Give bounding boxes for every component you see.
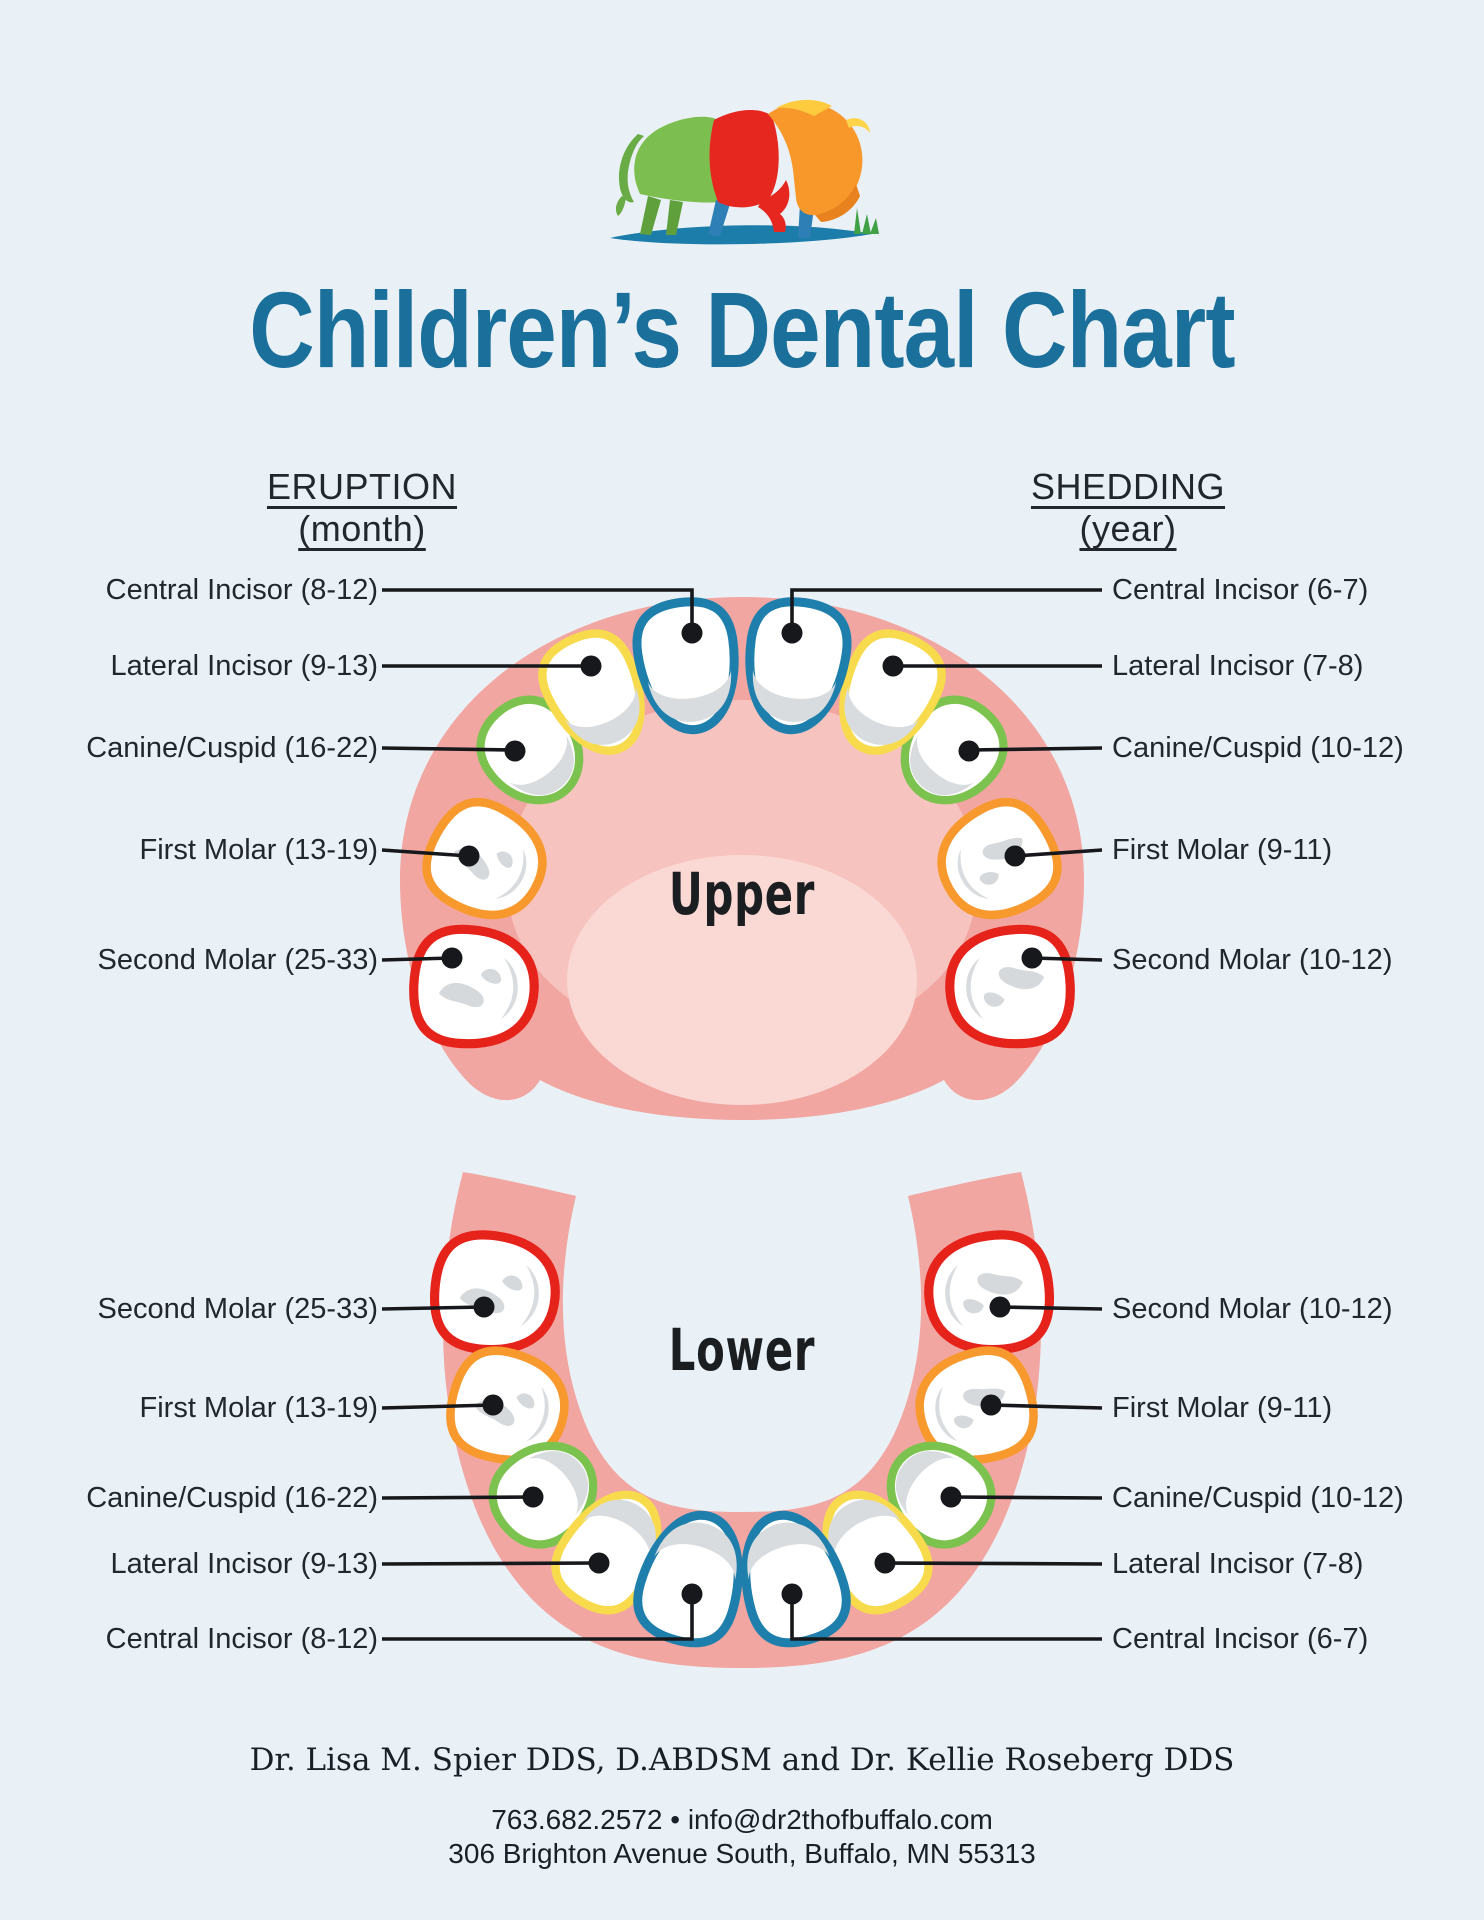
address-line: 306 Brighton Avenue South, Buffalo, MN 5…	[448, 1838, 1036, 1869]
leader-line	[381, 956, 453, 962]
leader-line	[790, 588, 1102, 633]
tooth-dot	[980, 1394, 1002, 1416]
tooth-dot	[458, 845, 480, 867]
tooth-dot	[781, 622, 803, 644]
label-upper-shedding-canine: Canine/Cuspid (10-12)	[1112, 732, 1404, 764]
leader-line	[381, 1561, 600, 1566]
tooth-dot	[441, 947, 463, 969]
bison-head	[768, 102, 863, 216]
contact-line: 763.682.2572 • info@dr2thofbuffalo.com	[491, 1804, 993, 1835]
tooth-dot	[588, 1552, 610, 1574]
tooth-dot	[504, 740, 526, 762]
tooth-dot	[781, 1583, 803, 1605]
label-lower-eruption-second-molar: Second Molar (25-33)	[97, 1293, 378, 1325]
leader-lines	[381, 588, 1103, 1641]
tooth-dot	[681, 622, 703, 644]
page-title: Children’s Dental Chart	[249, 269, 1235, 390]
label-lower-shedding-canine: Canine/Cuspid (10-12)	[1112, 1482, 1404, 1514]
tooth-dot	[482, 1394, 504, 1416]
bison-tail	[615, 134, 644, 216]
leader-line	[381, 746, 516, 752]
leader-line	[1031, 956, 1103, 962]
bison-horn	[846, 118, 870, 133]
shedding-header: SHEDDING (year)	[1030, 466, 1226, 549]
label-lower-eruption-lateral-incisor: Lateral Incisor (9-13)	[110, 1548, 378, 1580]
leader-line	[382, 1594, 694, 1641]
tooth-dot	[940, 1486, 962, 1508]
leader-line	[968, 746, 1103, 752]
tooth-dot	[989, 1296, 1011, 1318]
bison-bent-leg	[758, 180, 790, 232]
leader-line	[381, 1495, 534, 1500]
leader-line	[950, 1495, 1103, 1500]
tooth-dot	[882, 655, 904, 677]
tooth-dot	[522, 1486, 544, 1508]
leader-line	[990, 1403, 1103, 1410]
label-upper-eruption-lateral-incisor: Lateral Incisor (9-13)	[110, 650, 378, 682]
lower-arch-label: Lower	[668, 1316, 816, 1384]
upper-arch-label: Upper	[668, 860, 816, 928]
bison-rear-leg	[640, 196, 683, 235]
label-upper-eruption-second-molar: Second Molar (25-33)	[97, 944, 378, 976]
tooth-dot	[473, 1296, 495, 1318]
label-upper-shedding-central-incisor: Central Incisor (6-7)	[1112, 574, 1369, 606]
bison-head-facet	[776, 99, 832, 116]
leader-line	[381, 848, 470, 858]
label-upper-shedding-first-molar: First Molar (9-11)	[1112, 834, 1333, 866]
leader-line	[381, 1305, 485, 1311]
bison-body	[709, 110, 779, 208]
label-lower-shedding-lateral-incisor: Lateral Incisor (7-8)	[1112, 1548, 1364, 1580]
logo-grass	[854, 208, 879, 234]
tooth-dot	[958, 740, 980, 762]
label-upper-eruption-first-molar: First Molar (13-19)	[139, 834, 379, 866]
label-lower-shedding-first-molar: First Molar (9-11)	[1112, 1392, 1333, 1424]
label-lower-eruption-central-incisor: Central Incisor (8-12)	[105, 1623, 378, 1655]
bison-mid-leg	[708, 200, 730, 236]
label-upper-eruption-central-incisor: Central Incisor (8-12)	[105, 574, 378, 606]
tooth-dot	[1021, 947, 1043, 969]
eruption-header: ERUPTION (month)	[266, 466, 457, 549]
leader-line	[884, 1561, 1103, 1566]
leader-line	[999, 1305, 1103, 1311]
tooth-dots	[441, 622, 1043, 1605]
leader-line	[382, 588, 694, 633]
label-lower-shedding-central-incisor: Central Incisor (6-7)	[1112, 1623, 1369, 1655]
label-lower-eruption-first-molar: First Molar (13-19)	[139, 1392, 379, 1424]
upper-gum-light	[567, 855, 917, 1105]
bison-logo	[610, 99, 879, 245]
upper-arch	[400, 596, 1084, 1120]
doctors-line: Dr. Lisa M. Spier DDS, D.ABDSM and Dr. K…	[249, 1742, 1235, 1778]
bison-jaw	[815, 184, 860, 222]
leader-line	[1014, 848, 1103, 858]
label-upper-shedding-lateral-incisor: Lateral Incisor (7-8)	[1112, 650, 1364, 682]
leader-line	[790, 1594, 1102, 1641]
tooth-dot	[580, 655, 602, 677]
tooth-dot	[681, 1583, 703, 1605]
leader-line	[381, 1403, 494, 1410]
label-lower-shedding-second-molar: Second Molar (10-12)	[1112, 1293, 1393, 1325]
label-upper-eruption-canine: Canine/Cuspid (16-22)	[86, 732, 378, 764]
tooth-dot	[874, 1552, 896, 1574]
lower-arch	[430, 1172, 1054, 1668]
tooth-dot	[1004, 845, 1026, 867]
bison-rear	[634, 116, 720, 203]
label-upper-shedding-second-molar: Second Molar (10-12)	[1112, 944, 1393, 976]
label-lower-eruption-canine: Canine/Cuspid (16-22)	[86, 1482, 378, 1514]
